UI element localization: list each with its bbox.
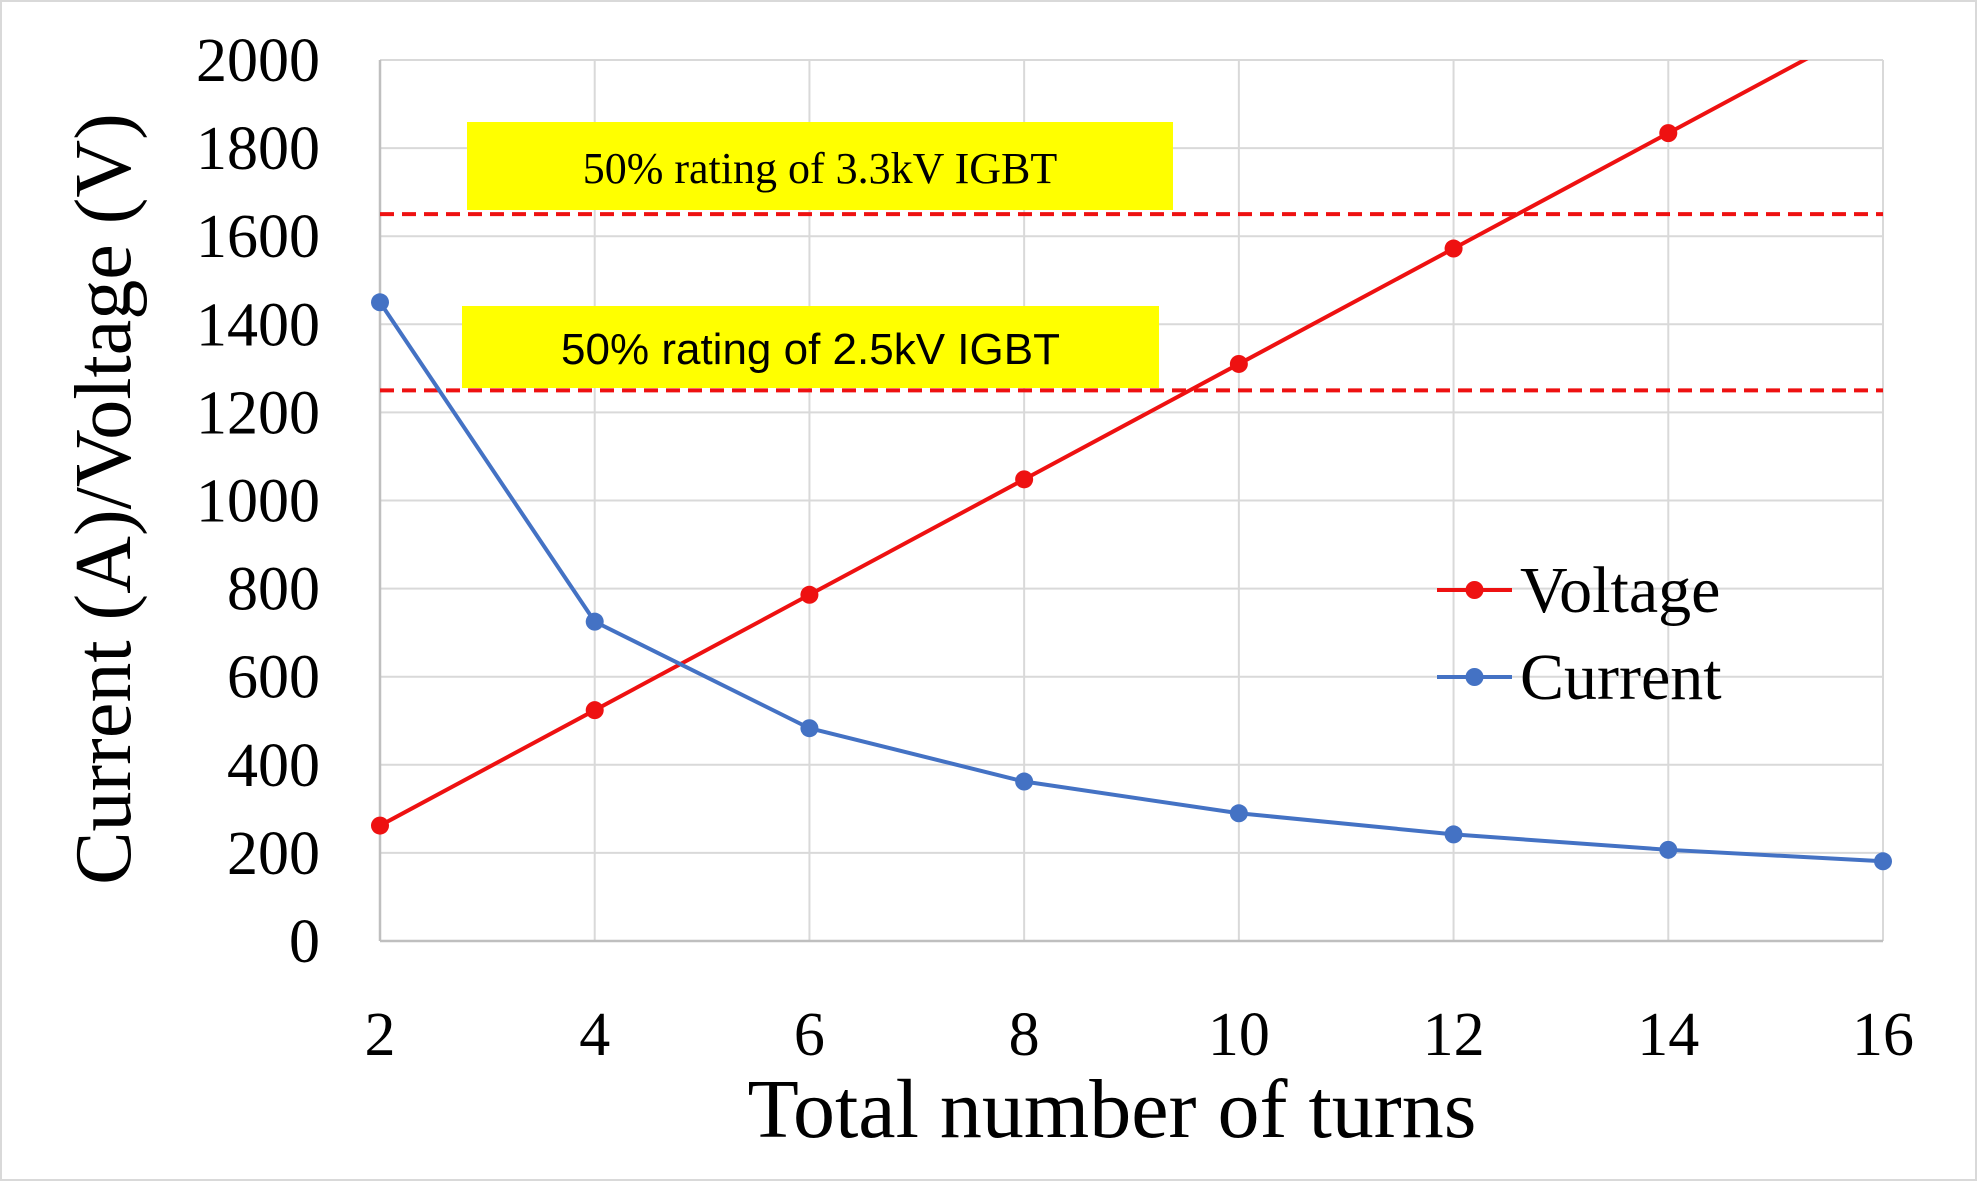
data-point xyxy=(800,585,819,604)
legend-label-current: Current xyxy=(1520,641,1722,714)
y-tick-label: 0 xyxy=(289,908,320,976)
axes xyxy=(378,60,1883,943)
tick-labels: 0 200 400 600 800 1000 1200 1400 1600 1800 2000 2 4 6… xyxy=(196,27,1914,1069)
series-line xyxy=(379,60,1809,828)
legend-marker-voltage xyxy=(1465,581,1484,599)
x-axis-title: Total number of turns xyxy=(748,1063,1477,1156)
y-tick-label: 400 xyxy=(227,732,320,800)
data-point xyxy=(585,701,604,720)
x-tick-label: 12 xyxy=(1423,1001,1485,1069)
data-point xyxy=(1015,470,1034,489)
x-tick-label: 10 xyxy=(1208,1001,1270,1069)
data-point xyxy=(585,612,604,631)
data-point xyxy=(800,719,819,738)
series-line xyxy=(378,301,1884,864)
series-current xyxy=(371,293,1892,871)
y-tick-label: 600 xyxy=(227,644,320,712)
data-point xyxy=(1444,825,1463,844)
reference-line-label: 50% rating of 2.5kV IGBT xyxy=(561,325,1060,374)
y-tick-label: 200 xyxy=(227,820,320,888)
legend-marker-current xyxy=(1465,668,1484,686)
x-tick-label: 8 xyxy=(1009,1001,1040,1069)
reference-label-highlight xyxy=(462,306,1159,388)
y-tick-label: 1200 xyxy=(196,379,320,447)
series-voltage xyxy=(371,60,1809,835)
data-point xyxy=(371,816,389,835)
data-point xyxy=(371,293,389,312)
x-tick-label: 16 xyxy=(1852,1001,1914,1069)
data-point xyxy=(1229,804,1248,823)
series-layer xyxy=(371,60,1892,871)
data-point xyxy=(1659,124,1678,143)
data-point xyxy=(1015,772,1034,791)
reference-line-label: 50% rating of 3.3kV IGBT xyxy=(583,144,1058,193)
legend-label-voltage: Voltage xyxy=(1520,554,1720,627)
y-tick-label: 800 xyxy=(227,556,320,624)
x-tick-label: 14 xyxy=(1637,1001,1699,1069)
reference-lines: 50% rating of 3.3kV IGBT 50% rating of 2.… xyxy=(380,122,1883,393)
legend: Voltage Current xyxy=(1437,554,1722,714)
data-point xyxy=(1444,239,1463,258)
y-axis-title: Current (A)/Voltage (V) xyxy=(60,113,148,885)
x-tick-label: 4 xyxy=(579,1001,610,1069)
x-tick-label: 6 xyxy=(794,1001,825,1069)
y-tick-label: 1800 xyxy=(196,115,320,183)
y-tick-label: 1000 xyxy=(196,468,320,536)
y-tick-label: 2000 xyxy=(196,27,320,95)
data-point xyxy=(1874,852,1892,871)
data-point xyxy=(1229,354,1248,373)
reference-label-highlight xyxy=(467,122,1173,210)
y-tick-label: 1400 xyxy=(196,291,320,359)
y-tick-label: 1600 xyxy=(196,203,320,271)
x-tick-label: 2 xyxy=(365,1001,396,1069)
data-point xyxy=(1659,840,1678,859)
